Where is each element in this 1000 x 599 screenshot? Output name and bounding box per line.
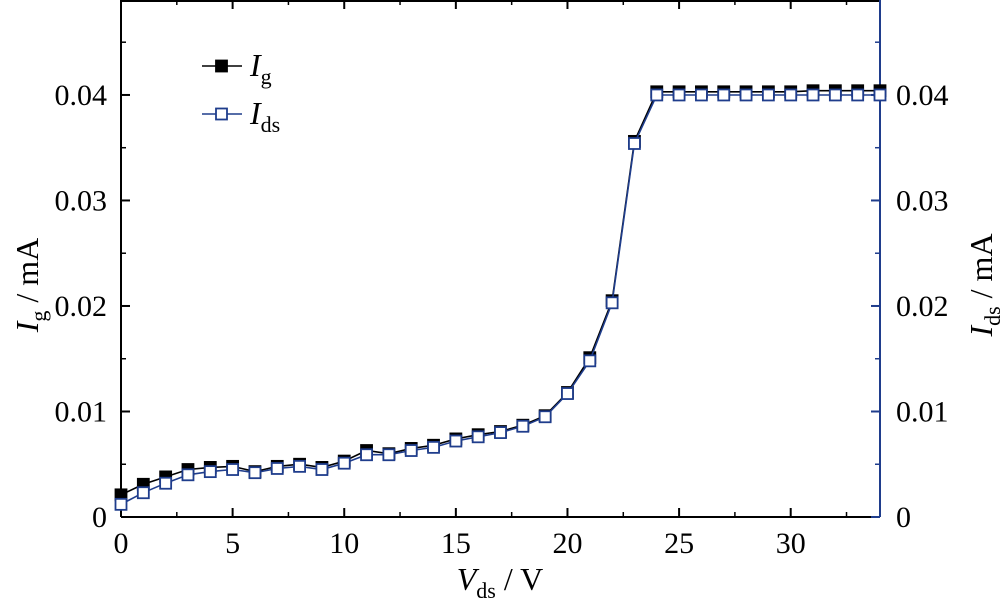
data-point: [806, 88, 820, 102]
data-point: [203, 465, 217, 479]
data-point: [605, 296, 619, 310]
data-point: [583, 354, 597, 368]
legend-marker: [215, 107, 228, 121]
data-point: [226, 463, 240, 476]
x-axis-title: Vds / V: [457, 561, 544, 599]
data-point: [315, 463, 329, 476]
data-point: [561, 387, 574, 400]
y-left-tick-label: 0.01: [55, 395, 108, 428]
data-point: [248, 466, 262, 480]
axes: 0 5 10 15 20 25 300 00.01 0.010.02 0.020.03 0.030.…: [55, 0, 949, 560]
data-point: [360, 448, 373, 462]
data-point: [337, 456, 351, 470]
y-right-tick-label: 0: [896, 501, 911, 534]
legend: Ig Ids: [202, 47, 280, 137]
y-right-tick-label: 0.03: [896, 184, 949, 217]
legend-entry: Ig: [202, 47, 272, 89]
y-left-tick-label: 0: [92, 501, 107, 534]
data-point: [181, 468, 195, 482]
data-point: [538, 410, 552, 424]
data-point: [650, 88, 664, 102]
data-point: [873, 88, 887, 102]
series-I-ds: [114, 88, 887, 511]
data-point: [382, 448, 396, 462]
y-right-tick-label: 0.01: [896, 395, 949, 428]
x-tick-label: 10: [329, 527, 359, 560]
data-point: [159, 476, 173, 490]
data-point: [851, 88, 865, 102]
y-right-tick-label: 0.04: [896, 79, 949, 112]
data-point: [672, 88, 686, 102]
x-tick-label: 25: [664, 527, 694, 560]
data-point: [784, 88, 798, 102]
data-point: [761, 88, 775, 102]
data-point: [427, 440, 440, 454]
data-point: [136, 486, 150, 500]
data-point: [449, 434, 463, 448]
x-tick-label: 5: [225, 527, 240, 560]
y-left-axis-title: Ig / mA: [9, 238, 51, 334]
data-point: [695, 88, 708, 102]
data-point: [404, 444, 418, 457]
legend-marker: [215, 59, 228, 73]
data-point: [293, 459, 306, 473]
y-right-axis-title: Ids / mA: [963, 233, 1000, 337]
data-point: [471, 430, 485, 444]
y-left-tick-label: 0.03: [55, 184, 108, 217]
x-tick-label: 30: [776, 527, 806, 560]
legend-entry: Ids: [202, 95, 280, 137]
data-point: [739, 88, 753, 102]
data-point: [494, 426, 507, 439]
series-layer: [114, 84, 887, 511]
data-point: [516, 419, 530, 433]
data-point: [828, 88, 842, 102]
data-point: [628, 137, 641, 150]
y-left-tick-label: 0.04: [55, 79, 108, 112]
x-tick-label: 0: [114, 527, 129, 560]
series-line: [120, 94, 880, 506]
data-point: [114, 497, 128, 511]
data-point: [270, 462, 284, 475]
data-point: [717, 88, 731, 102]
x-tick-label: 15: [441, 527, 471, 560]
axis-titles: Vds / V Ig / mA Ids / mA: [9, 233, 1000, 599]
x-tick-label: 20: [552, 527, 582, 560]
y-right-tick-label: 0.02: [896, 290, 949, 323]
y-left-tick-label: 0.02: [55, 290, 108, 323]
legend-label: Ids: [249, 95, 280, 137]
legend-label: Ig: [249, 47, 272, 89]
